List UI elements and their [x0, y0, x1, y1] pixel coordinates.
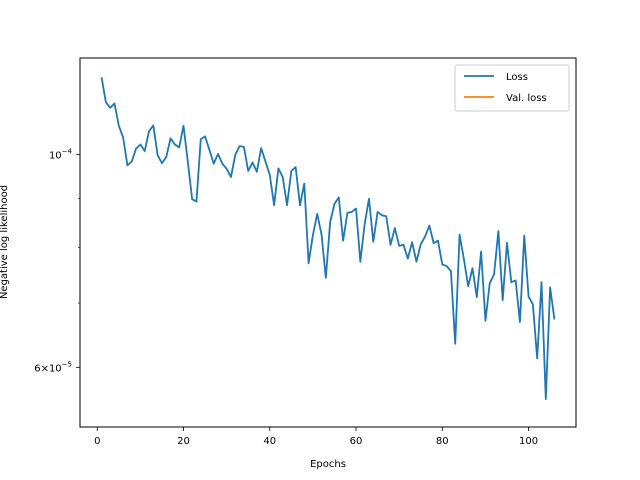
legend-label-loss: Loss	[506, 72, 528, 83]
series-layer	[100, 77, 556, 400]
y-axis-label: Negative log likelihood	[0, 185, 10, 299]
x-axis-ticks: 0 20 40 60 80 100	[94, 427, 538, 447]
x-tick-label: 100	[519, 436, 538, 447]
x-axis-label: Epochs	[310, 459, 346, 470]
x-tick-label: 20	[177, 436, 190, 447]
y-tick-label: 6×10−5	[34, 360, 72, 374]
x-tick-label: 0	[94, 436, 100, 447]
y-axis-ticks: 10−4 6×10−5	[34, 147, 80, 374]
legend: Loss Val. loss	[454, 64, 570, 112]
x-tick-label: 80	[436, 436, 449, 447]
plot-area	[79, 57, 577, 428]
x-tick-label: 60	[350, 436, 363, 447]
x-tick-label: 40	[263, 436, 276, 447]
y-tick-label: 10−4	[49, 147, 73, 161]
series-line-loss	[100, 77, 556, 400]
legend-label-val-loss: Val. loss	[506, 93, 547, 104]
axes-frame	[79, 57, 577, 428]
